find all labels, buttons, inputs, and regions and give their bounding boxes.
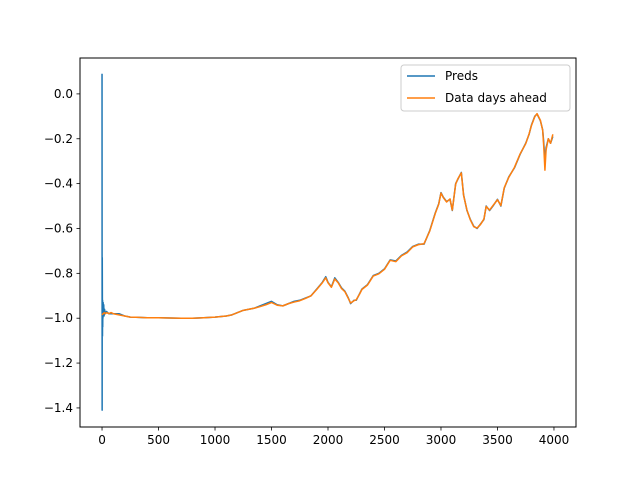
y-tick-label: 0.0 bbox=[54, 87, 73, 101]
series-line-data-days-ahead bbox=[101, 112, 554, 319]
x-tick-label: 0 bbox=[98, 433, 106, 447]
x-tick-label: 3000 bbox=[426, 433, 457, 447]
x-tick-label: 500 bbox=[147, 433, 170, 447]
y-tick-label: −0.8 bbox=[44, 266, 73, 280]
y-tick-label: −1.2 bbox=[44, 356, 73, 370]
y-tick-label: −0.6 bbox=[44, 221, 73, 235]
x-tick-label: 4000 bbox=[539, 433, 570, 447]
x-tick-label: 1000 bbox=[200, 433, 231, 447]
y-tick-label: −0.2 bbox=[44, 132, 73, 146]
legend-box bbox=[400, 64, 571, 112]
y-tick-label: −1.4 bbox=[44, 401, 73, 415]
x-tick-label: 2500 bbox=[369, 433, 400, 447]
y-tick-label: −0.4 bbox=[44, 177, 73, 191]
x-tick-label: 2000 bbox=[313, 433, 344, 447]
x-axis: 0 500 1000 1500 2000 2500 3000 3500 4000 bbox=[98, 427, 569, 447]
legend-label-data-days-ahead: Data days ahead bbox=[445, 91, 547, 105]
series-layer bbox=[101, 73, 554, 411]
y-tick-label: −1.0 bbox=[44, 311, 73, 325]
x-tick-label: 3500 bbox=[482, 433, 513, 447]
y-axis: 0.0 −0.2 −0.4 −0.6 −0.8 −1.0 −1.2 −1.4 bbox=[44, 87, 80, 415]
legend-label-preds: Preds bbox=[445, 69, 478, 83]
legend: Preds Data days ahead bbox=[400, 64, 571, 112]
x-tick-label: 1500 bbox=[256, 433, 287, 447]
